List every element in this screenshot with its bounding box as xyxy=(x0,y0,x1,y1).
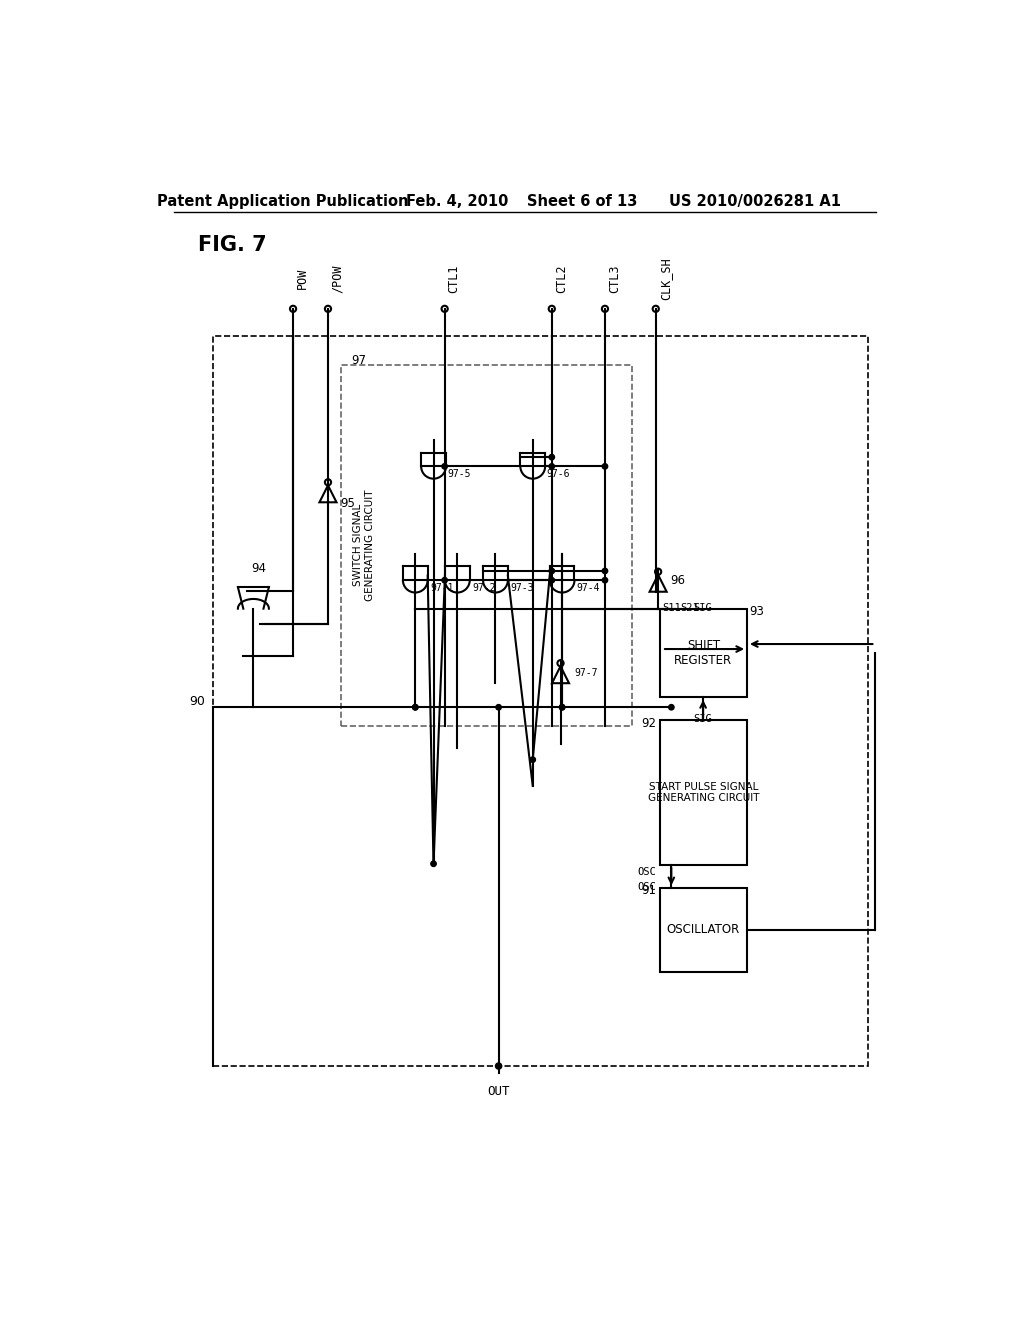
Text: S11: S11 xyxy=(662,602,681,612)
Circle shape xyxy=(549,569,554,574)
Text: 96: 96 xyxy=(671,574,685,586)
Text: 93: 93 xyxy=(750,605,764,618)
Circle shape xyxy=(442,578,447,583)
Circle shape xyxy=(496,705,502,710)
Text: 90: 90 xyxy=(189,694,205,708)
Circle shape xyxy=(602,569,607,574)
Text: FIG. 7: FIG. 7 xyxy=(199,235,267,255)
Circle shape xyxy=(413,705,418,710)
Text: 95: 95 xyxy=(340,496,355,510)
Text: SHIFT
REGISTER: SHIFT REGISTER xyxy=(674,639,732,667)
Text: 97-7: 97-7 xyxy=(574,668,598,678)
Text: CTL3: CTL3 xyxy=(608,264,621,293)
Circle shape xyxy=(669,705,674,710)
Bar xyxy=(659,721,748,865)
Text: 97: 97 xyxy=(351,354,367,367)
Circle shape xyxy=(530,756,536,763)
Text: 94: 94 xyxy=(251,562,266,574)
Circle shape xyxy=(559,705,565,710)
Text: CTL2: CTL2 xyxy=(555,264,568,293)
Circle shape xyxy=(559,705,565,710)
Circle shape xyxy=(496,1063,502,1069)
Text: SWITCH SIGNAL
GENERATING CIRCUIT: SWITCH SIGNAL GENERATING CIRCUIT xyxy=(353,490,375,601)
Text: 97-1: 97-1 xyxy=(430,582,454,593)
Circle shape xyxy=(549,578,554,583)
Bar xyxy=(659,888,748,972)
Text: OSC: OSC xyxy=(637,882,655,892)
Text: SIG: SIG xyxy=(693,714,713,725)
Text: 92: 92 xyxy=(641,717,655,730)
Bar xyxy=(213,337,867,1067)
Bar xyxy=(341,364,632,726)
Text: Feb. 4, 2010: Feb. 4, 2010 xyxy=(407,194,509,209)
Text: CTL1: CTL1 xyxy=(447,264,461,293)
Text: OSC: OSC xyxy=(637,867,655,878)
Text: OUT: OUT xyxy=(487,1085,510,1098)
Text: /POW: /POW xyxy=(331,264,344,293)
Circle shape xyxy=(549,463,554,469)
Text: POW: POW xyxy=(296,268,309,289)
Circle shape xyxy=(413,705,418,710)
Circle shape xyxy=(602,578,607,583)
Text: Sheet 6 of 13: Sheet 6 of 13 xyxy=(526,194,637,209)
Bar xyxy=(659,609,748,697)
Text: 91: 91 xyxy=(641,884,655,898)
Text: SIG: SIG xyxy=(693,602,713,612)
Text: Patent Application Publication: Patent Application Publication xyxy=(157,194,409,209)
Text: 97-3: 97-3 xyxy=(510,582,534,593)
Text: 97-6: 97-6 xyxy=(547,469,570,479)
Text: 97-4: 97-4 xyxy=(577,582,600,593)
Text: US 2010/0026281 A1: US 2010/0026281 A1 xyxy=(669,194,841,209)
Circle shape xyxy=(442,463,447,469)
Circle shape xyxy=(602,463,607,469)
Circle shape xyxy=(549,454,554,459)
Text: 97-5: 97-5 xyxy=(447,469,471,479)
Text: 97-2: 97-2 xyxy=(472,582,496,593)
Text: S21: S21 xyxy=(680,602,698,612)
Circle shape xyxy=(431,861,436,866)
Text: OSCILLATOR: OSCILLATOR xyxy=(667,924,740,936)
Text: CLK_SH: CLK_SH xyxy=(658,257,672,300)
Text: START PULSE SIGNAL
GENERATING CIRCUIT: START PULSE SIGNAL GENERATING CIRCUIT xyxy=(647,781,759,804)
